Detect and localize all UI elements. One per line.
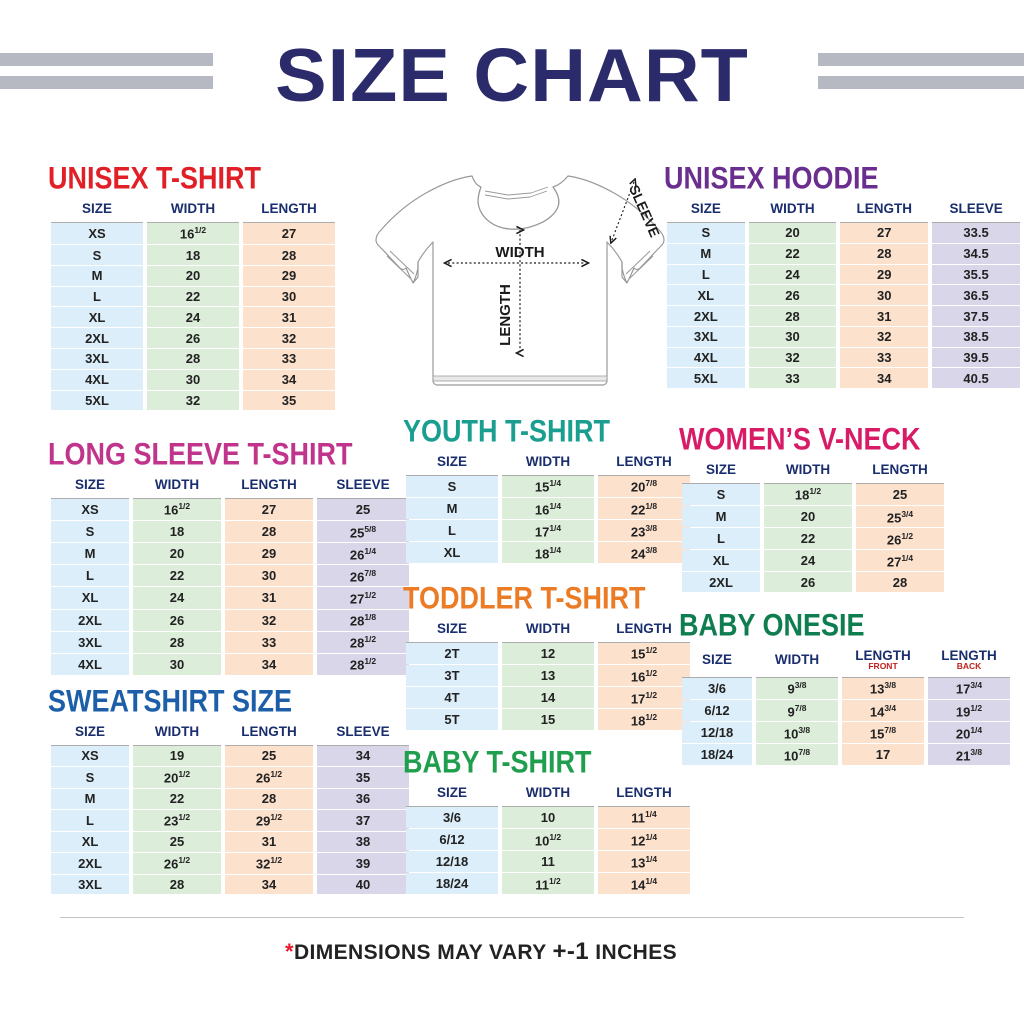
- svg-text:WIDTH: WIDTH: [495, 244, 544, 261]
- svg-text:LENGTH: LENGTH: [497, 284, 514, 346]
